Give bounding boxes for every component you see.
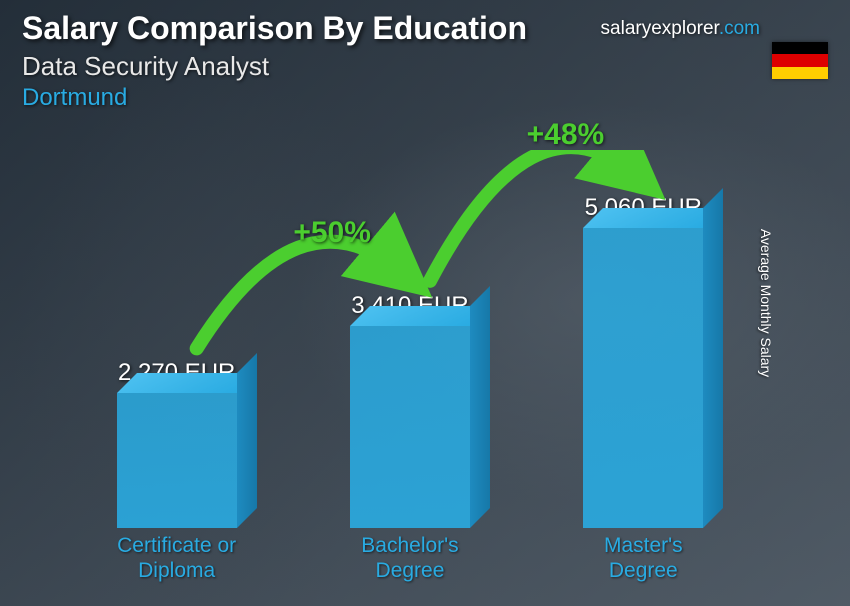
bars-container: 2,270 EUR3,410 EUR5,060 EUR (60, 150, 760, 528)
flag-stripe (772, 54, 828, 66)
increase-percent-label: +48% (527, 118, 605, 152)
bar-group: 2,270 EUR (61, 359, 292, 528)
category-label-line: Degree (294, 558, 525, 583)
bar (350, 326, 470, 528)
category-label-line: Degree (528, 558, 759, 583)
watermark: salaryexplorer.com (601, 18, 760, 40)
watermark-suffix: .com (719, 18, 760, 39)
category-label: Certificate orDiploma (61, 533, 292, 588)
chart-location: Dortmund (22, 84, 828, 112)
flag-stripe (772, 67, 828, 79)
bar-group: 3,410 EUR (294, 292, 525, 528)
chart-area: 2,270 EUR3,410 EUR5,060 EUR Certificate … (60, 150, 760, 588)
category-label-line: Certificate or (61, 533, 292, 558)
chart-subtitle: Data Security Analyst (22, 51, 828, 82)
flag-germany-icon (772, 42, 828, 79)
category-label-line: Master's (528, 533, 759, 558)
bar-group: 5,060 EUR (528, 194, 759, 528)
bar (583, 228, 703, 528)
y-axis-label: Average Monthly Salary (758, 229, 774, 377)
category-label: Master'sDegree (528, 533, 759, 588)
category-label: Bachelor'sDegree (294, 533, 525, 588)
labels-container: Certificate orDiplomaBachelor'sDegreeMas… (60, 533, 760, 588)
increase-percent-label: +50% (293, 216, 371, 250)
category-label-line: Diploma (61, 558, 292, 583)
watermark-main: salaryexplorer (601, 18, 719, 39)
bar (117, 393, 237, 528)
category-label-line: Bachelor's (294, 533, 525, 558)
flag-stripe (772, 42, 828, 54)
